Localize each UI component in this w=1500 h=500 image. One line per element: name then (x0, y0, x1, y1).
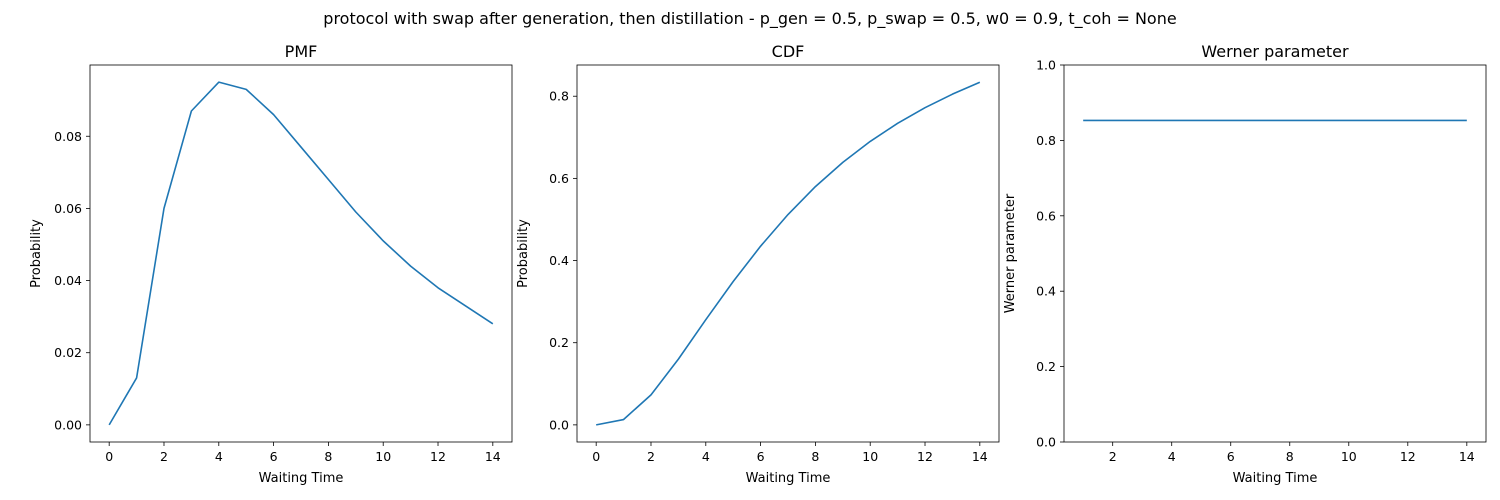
y-tick-label: 0.04 (54, 273, 82, 288)
x-tick-label: 6 (270, 449, 278, 464)
x-axis-label: Waiting Time (1233, 471, 1318, 486)
x-tick-label: 2 (160, 449, 168, 464)
y-tick-label: 0.2 (1036, 359, 1056, 374)
x-tick-label: 10 (862, 449, 878, 464)
x-tick-label: 2 (1109, 449, 1117, 464)
x-tick-label: 8 (811, 449, 819, 464)
x-tick-label: 0 (592, 449, 600, 464)
figure-suptitle: protocol with swap after generation, the… (323, 9, 1176, 29)
x-tick-label: 8 (324, 449, 332, 464)
plot-frame (576, 64, 1000, 443)
y-tick-label: 0.02 (54, 345, 82, 360)
y-tick-label: 0.6 (1036, 208, 1056, 223)
x-tick-label: 6 (757, 449, 765, 464)
y-axis-label: Werner parameter (1003, 193, 1018, 313)
y-tick-label: 0.6 (549, 171, 569, 186)
series-line-1 (108, 81, 494, 426)
y-tick-label: 0.8 (549, 89, 569, 104)
x-tick-label: 10 (1341, 449, 1357, 464)
x-tick-label: 14 (1459, 449, 1475, 464)
series-line-1 (596, 81, 981, 426)
chart-title: PMF (285, 42, 318, 61)
y-tick-label: 0.2 (549, 335, 569, 350)
chart-panel-1: PMF 0 2 4 6 8 10 12 14 0.00 0.02 0.04 0.06 0.08 Waitin… (29, 42, 513, 486)
chart-panel-3: Werner parameter 2 4 6 8 10 12 14 0.0 0.2 0.4 0.6 0.… (1003, 42, 1487, 486)
x-tick-label: 10 (375, 449, 391, 464)
y-tick-label: 0.0 (1036, 435, 1056, 450)
x-tick-label: 6 (1227, 449, 1235, 464)
y-tick-label: 0.4 (549, 253, 569, 268)
y-tick-label: 0.06 (54, 201, 82, 216)
x-tick-label: 12 (1400, 449, 1416, 464)
x-tick-label: 2 (647, 449, 655, 464)
x-tick-label: 14 (972, 449, 988, 464)
y-tick-label: 0.08 (54, 129, 82, 144)
y-axis-label: Probability (29, 219, 44, 288)
chart-title: CDF (772, 42, 805, 61)
x-tick-label: 4 (702, 449, 710, 464)
plot-frame (89, 64, 513, 443)
x-tick-label: 4 (1168, 449, 1176, 464)
y-tick-label: 0.00 (54, 417, 82, 432)
x-axis-label: Waiting Time (746, 471, 831, 486)
x-tick-label: 14 (485, 449, 501, 464)
y-tick-label: 0.4 (1036, 284, 1056, 299)
y-axis-label: Probability (516, 219, 531, 288)
y-tick-label: 1.0 (1036, 58, 1056, 73)
x-tick-label: 8 (1286, 449, 1294, 464)
x-tick-label: 4 (215, 449, 223, 464)
y-tick-label: 0.8 (1036, 133, 1056, 148)
x-tick-label: 12 (430, 449, 446, 464)
x-axis-label: Waiting Time (259, 471, 344, 486)
x-tick-label: 12 (917, 449, 933, 464)
chart-panel-2: CDF 0 2 4 6 8 10 12 14 0.0 0.2 0.4 0.6 0.8 Waiting Tim… (516, 42, 1000, 486)
chart-title: Werner parameter (1201, 42, 1349, 61)
x-tick-label: 0 (105, 449, 113, 464)
plot-frame (1063, 64, 1487, 443)
y-tick-label: 0.0 (549, 417, 569, 432)
